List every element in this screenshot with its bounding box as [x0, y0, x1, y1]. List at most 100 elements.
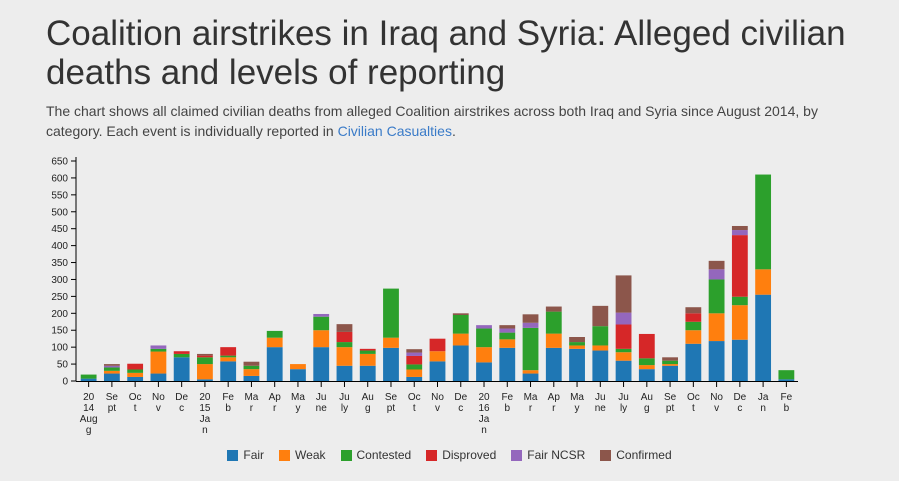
bar-segment — [545, 347, 562, 381]
x-tick-label: y — [575, 403, 580, 414]
legend-label: Fair NCSR — [527, 448, 586, 462]
bar-segment — [592, 305, 609, 327]
x-tick-label: Oc — [687, 392, 700, 403]
bar-segment — [452, 345, 469, 381]
bar-segment — [685, 313, 702, 322]
y-tick-label: 50 — [57, 360, 69, 371]
x-tick-label: b — [225, 403, 231, 414]
x-tick-label: 20 — [478, 392, 490, 403]
bar-segment — [662, 364, 678, 366]
bar-segment — [662, 357, 678, 361]
legend-swatch — [340, 449, 352, 461]
bar-segment — [778, 379, 795, 381]
description-end: . — [451, 123, 456, 139]
x-tick-label: r — [552, 403, 556, 414]
x-tick-label: c — [737, 403, 742, 414]
bar-segment — [173, 351, 190, 354]
bar-segment — [499, 347, 516, 381]
bar-segment — [313, 313, 330, 317]
bar-segment — [80, 374, 97, 379]
bar-segment — [755, 294, 772, 381]
x-tick-label: pt — [108, 403, 117, 414]
legend-item: Weak — [279, 448, 326, 462]
legend-item: Disproved — [426, 448, 496, 462]
x-tick-label: Ju — [316, 392, 327, 403]
y-tick-label: 450 — [51, 224, 68, 235]
bar-segment — [243, 361, 260, 366]
bar-segment — [290, 364, 306, 370]
y-tick-label: 350 — [51, 258, 68, 269]
x-tick-label: pt — [666, 403, 675, 414]
x-tick-label: y — [295, 403, 300, 414]
bar-segment — [778, 370, 795, 380]
bar-segment — [127, 372, 144, 377]
bar-segment — [569, 342, 585, 346]
y-tick-label: 100 — [51, 343, 68, 354]
x-tick-label: t — [413, 403, 416, 414]
bar-segment — [476, 328, 492, 348]
x-tick-label: v — [435, 403, 440, 414]
bar-segment — [569, 337, 585, 343]
legend-swatch — [227, 449, 239, 461]
bar-segment — [731, 235, 748, 297]
bar-segment — [499, 325, 516, 329]
bar-segment — [103, 373, 120, 381]
bar-segment — [708, 341, 725, 381]
x-tick-label: ly — [620, 403, 627, 414]
bar-segment — [336, 324, 353, 332]
bar-segment — [708, 279, 725, 314]
bar-segment — [615, 352, 632, 361]
bar-segment — [336, 331, 353, 343]
chart-legend: Fair Weak Contested Disproved Fair NCSR Confi… — [0, 448, 899, 462]
x-tick-label: r — [250, 403, 254, 414]
bar-segment — [127, 363, 144, 370]
x-tick-label: v — [156, 403, 161, 414]
x-tick-label: r — [273, 403, 277, 414]
bar-segment — [103, 370, 120, 374]
bar-segment — [499, 332, 516, 340]
x-tick-label: ne — [595, 403, 607, 414]
bar-segment — [150, 348, 167, 352]
y-tick-label: 0 — [62, 377, 68, 388]
x-tick-label: Ma — [524, 392, 538, 403]
bar-segment — [243, 369, 260, 376]
x-tick-label: n — [760, 403, 766, 414]
bar-segment — [150, 351, 167, 374]
bar-segment — [522, 327, 539, 371]
x-tick-label: Ma — [570, 392, 584, 403]
bar-segment — [522, 322, 539, 328]
legend-swatch — [511, 449, 523, 461]
bar-segment — [220, 361, 237, 381]
x-tick-label: No — [710, 392, 723, 403]
bar-segment — [266, 347, 283, 381]
bar-segment — [313, 316, 330, 331]
bar-segment — [336, 365, 353, 381]
y-tick-label: 300 — [51, 275, 68, 286]
bar-segment — [103, 365, 120, 368]
bar-segment — [615, 312, 632, 325]
bar-segment — [731, 339, 748, 381]
bar-segment — [615, 324, 632, 349]
civilian-casualties-link[interactable]: Civilian Casualties — [337, 123, 452, 139]
x-tick-label: No — [152, 392, 165, 403]
bar-segment — [103, 364, 120, 366]
bar-segment — [80, 378, 97, 381]
y-tick-label: 600 — [51, 173, 68, 184]
bar-segment — [359, 348, 376, 351]
bar-segment — [685, 307, 702, 314]
bar-segment — [336, 347, 353, 366]
bar-segment — [476, 362, 492, 381]
chart-description: The chart shows all claimed civilian dea… — [46, 101, 876, 141]
x-tick-label: c — [458, 403, 463, 414]
bar-segment — [685, 321, 702, 331]
x-tick-label: De — [733, 392, 746, 403]
x-tick-label: Ja — [479, 414, 490, 425]
legend-swatch — [279, 449, 291, 461]
x-tick-label: Oc — [129, 392, 142, 403]
bar-segment — [545, 333, 562, 348]
bar-segment — [731, 305, 748, 340]
y-tick-label: 500 — [51, 207, 68, 218]
x-tick-label: Aug — [80, 414, 98, 425]
legend-label: Contested — [356, 448, 412, 462]
bar-segment — [476, 347, 492, 363]
